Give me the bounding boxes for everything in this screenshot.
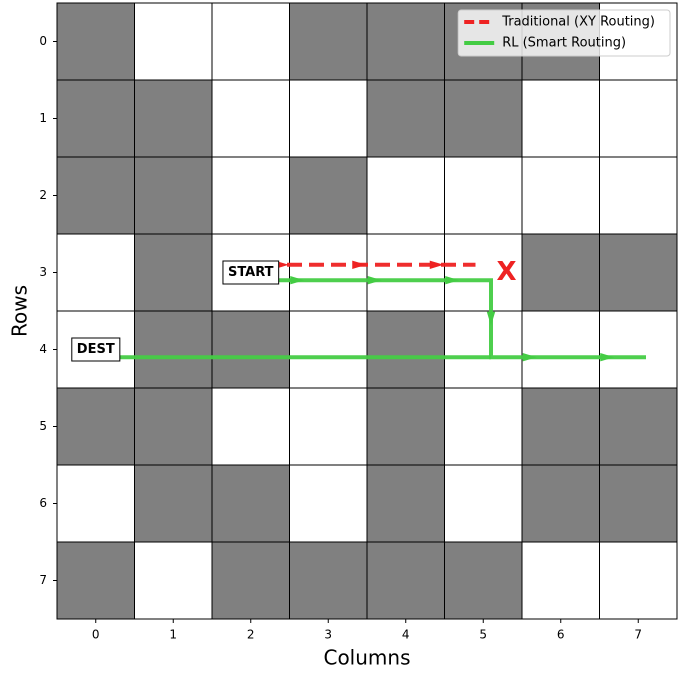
path-arrow — [367, 276, 382, 285]
grid-cell — [289, 233, 368, 312]
grid-cell — [134, 2, 213, 81]
grid-cell — [366, 2, 445, 81]
x-tick-label: 0 — [92, 628, 100, 642]
annotation-box — [71, 337, 121, 362]
y-axis-label: Rows — [8, 285, 32, 337]
grid-cell — [366, 79, 445, 158]
grid-cell — [521, 79, 600, 158]
y-tick-label: 6 — [39, 496, 47, 510]
grid-cell — [444, 156, 523, 235]
path-arrow — [290, 276, 305, 285]
y-tick-label: 3 — [39, 265, 47, 279]
grid-cell — [366, 233, 445, 312]
grid-cell — [134, 156, 213, 235]
annotation-label: DEST — [77, 342, 115, 357]
path-arrow — [600, 353, 615, 362]
annotation-box — [222, 260, 280, 285]
annotation-marker: X — [496, 257, 516, 287]
path-arrow — [522, 353, 537, 362]
path-arrow — [445, 276, 460, 285]
grid-cell — [134, 387, 213, 466]
grid-cell — [521, 156, 600, 235]
x-tick-label: 7 — [634, 628, 642, 642]
grid-cell — [444, 464, 523, 543]
y-tick-label: 7 — [39, 573, 47, 587]
annotation: DEST — [71, 337, 121, 362]
grid-cell — [444, 233, 523, 312]
grid-cell — [521, 541, 600, 620]
grid-cell — [211, 156, 290, 235]
grid-cell — [134, 464, 213, 543]
x-tick-label: 2 — [247, 628, 255, 642]
route-line — [258, 278, 646, 360]
grid-cell — [289, 310, 368, 389]
legend-box — [457, 9, 671, 57]
grid-cell — [289, 156, 368, 235]
grid-cell — [56, 156, 135, 235]
legend: Traditional (XY Routing) RL (Smart Routin… — [457, 9, 671, 57]
grid-cell — [521, 464, 600, 543]
grid-cell — [599, 310, 678, 389]
x-axis-label: Columns — [323, 646, 410, 670]
grid-cell — [366, 541, 445, 620]
grid-cell — [599, 541, 678, 620]
legend-label: RL (Smart Routing) — [502, 36, 626, 51]
grid-cell — [599, 156, 678, 235]
grid-cell — [444, 387, 523, 466]
grid-cell — [56, 2, 135, 81]
grid-cell — [211, 387, 290, 466]
grid-cell — [599, 233, 678, 312]
grid-cell — [521, 387, 600, 466]
x-tick-label: 5 — [479, 628, 487, 642]
y-tick-label: 4 — [39, 342, 47, 356]
grid-cell — [366, 310, 445, 389]
x-tick-label: 4 — [402, 628, 410, 642]
y-tick-label: 0 — [39, 34, 47, 48]
grid-cell — [599, 464, 678, 543]
grid-cell — [56, 464, 135, 543]
annotation-label: START — [228, 265, 274, 280]
grid-cell — [211, 310, 290, 389]
grid-cell — [599, 79, 678, 158]
grid-cell — [366, 464, 445, 543]
grid-cell — [56, 79, 135, 158]
grid-cell — [289, 464, 368, 543]
grid-cell — [444, 79, 523, 158]
y-tick-label: 1 — [39, 111, 47, 125]
x-tick-label: 3 — [324, 628, 332, 642]
grid-cell — [289, 2, 368, 81]
x-tick-label: 6 — [557, 628, 565, 642]
x-tick-label: 1 — [169, 628, 177, 642]
grid-cell — [211, 464, 290, 543]
grid-cell — [134, 541, 213, 620]
grid-cell — [134, 233, 213, 312]
grid-cell — [211, 2, 290, 81]
grid-cell — [289, 541, 368, 620]
grid-cell — [289, 387, 368, 466]
grid-cell — [289, 79, 368, 158]
grid-cell — [366, 387, 445, 466]
grid-cell — [521, 310, 600, 389]
grid-cell — [134, 310, 213, 389]
grid-cell — [599, 387, 678, 466]
grid-cell — [444, 310, 523, 389]
grid-cell — [56, 541, 135, 620]
grid-cell — [521, 233, 600, 312]
plot-frame — [56, 2, 678, 620]
grid-cell — [444, 541, 523, 620]
path-arrow — [486, 311, 496, 326]
y-tick-label: 2 — [39, 188, 47, 202]
grid-cell — [366, 156, 445, 235]
grid-cell — [211, 79, 290, 158]
path-arrow — [352, 260, 367, 269]
grid-cell — [56, 387, 135, 466]
grid-cell — [56, 233, 135, 312]
legend-label: Traditional (XY Routing) — [501, 15, 655, 30]
grid-cell — [211, 541, 290, 620]
grid-cell — [134, 79, 213, 158]
y-tick-label: 5 — [39, 419, 47, 433]
annotation: START — [222, 260, 280, 285]
path-arrow — [429, 260, 444, 269]
